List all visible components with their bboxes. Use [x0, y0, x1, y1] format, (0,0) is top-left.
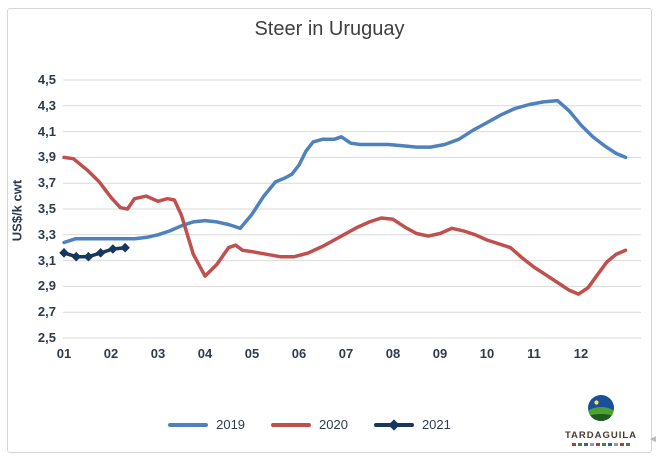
x-tick-label: 09: [432, 346, 448, 361]
diamond-marker-icon: [388, 418, 400, 431]
logo-subtext-strip: [553, 443, 649, 446]
x-tick-label: 11: [527, 346, 541, 361]
legend-label-2019: 2019: [216, 417, 246, 432]
y-tick-label: 3,1: [37, 252, 56, 268]
x-tick-label: 08: [385, 346, 401, 361]
x-tick-label: 03: [150, 346, 166, 361]
legend-line-sample-2021: [373, 418, 414, 431]
chart-area-border: [7, 8, 652, 453]
y-tick-label: 3,7: [37, 175, 56, 191]
y-tick-label: 4,3: [37, 97, 56, 113]
y-tick-label: 4,1: [37, 123, 56, 139]
legend-label-2020: 2020: [319, 417, 348, 432]
x-tick-label: 04: [197, 346, 213, 361]
legend-item-2021: 2021: [373, 417, 451, 432]
logo-text: TARDAGUILA: [564, 430, 638, 441]
y-tick-label: 2,9: [37, 278, 56, 294]
chart-title: Steer in Uruguay: [254, 18, 405, 40]
y-tick-label: 2,5: [37, 330, 56, 345]
y-tick-label: 4,5: [37, 72, 56, 87]
x-tick-label: 07: [338, 346, 354, 361]
x-tick-label: 10: [479, 346, 495, 361]
x-tick-label: 02: [103, 346, 119, 361]
legend-line-sample-2019: [168, 422, 209, 427]
y-tick-label: 3,9: [37, 149, 56, 165]
y-tick-label: 2,7: [37, 304, 56, 320]
y-tick-label: 3,3: [37, 226, 56, 242]
legend-line-sample-2020: [271, 422, 312, 427]
logo-globe-icon: [588, 395, 614, 421]
x-tick-label: 01: [56, 346, 72, 361]
legend-label-2021: 2021: [421, 417, 451, 432]
legend: 2019 2020 2021: [0, 417, 619, 432]
scrollbar-artifact-icon: ◄: [648, 434, 658, 445]
y-tick-label: 3,5: [37, 201, 56, 216]
tardaguila-logo: TARDAGUILA: [553, 394, 649, 446]
x-tick-label: 05: [244, 346, 260, 361]
legend-item-2020: 2020: [271, 417, 348, 432]
legend-item-2019: 2019: [168, 417, 245, 432]
x-tick-label: 06: [291, 346, 307, 361]
x-tick-label: 12: [573, 346, 589, 361]
